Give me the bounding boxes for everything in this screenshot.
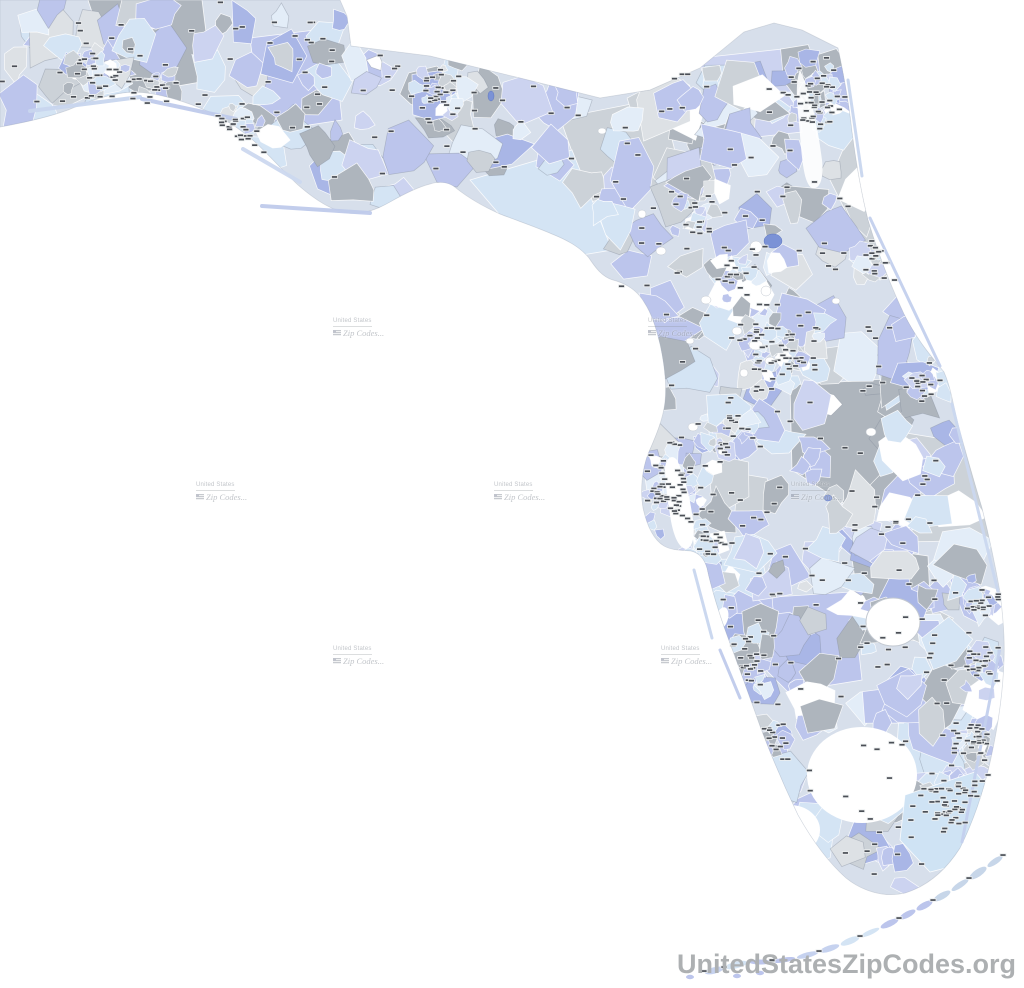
site-logo-text: UnitedStatesZipCodes.org: [676, 949, 1016, 979]
florida-keys: [686, 855, 1003, 980]
zip-labels: [0, 0, 1007, 973]
barrier-islands: [28, 78, 1002, 844]
